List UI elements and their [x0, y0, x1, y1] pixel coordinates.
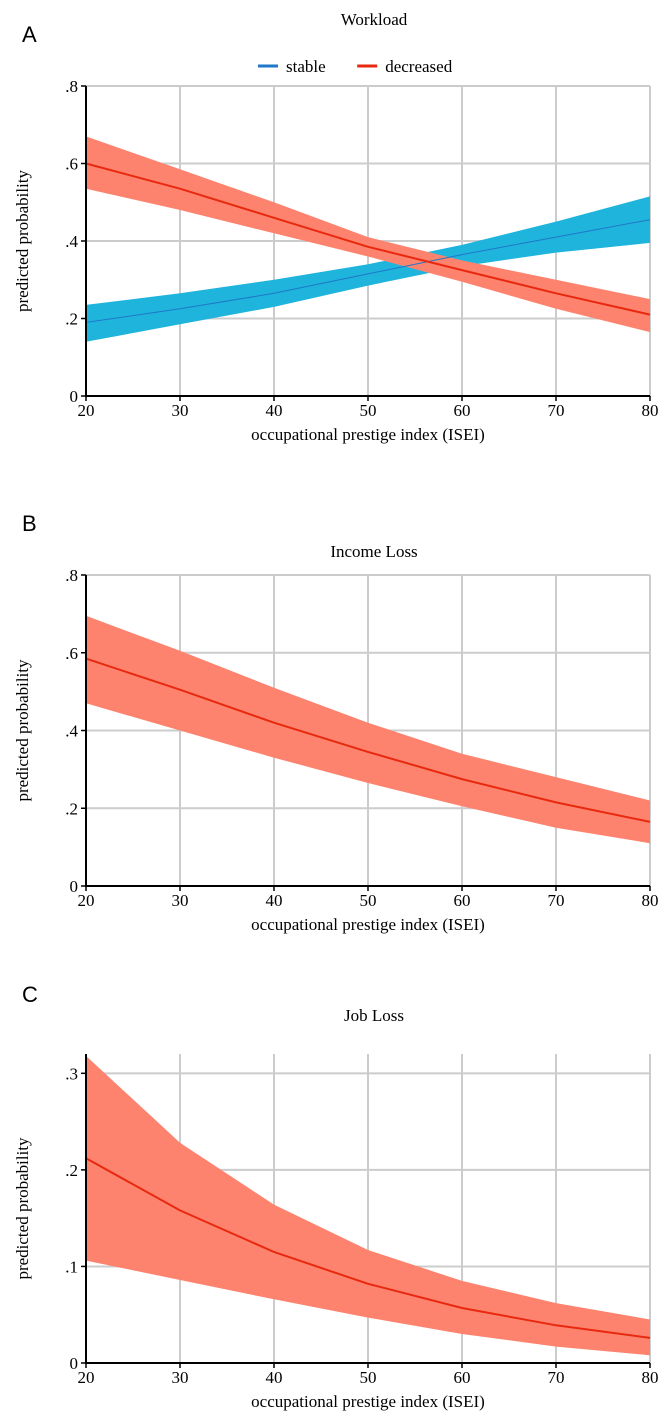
panel-letter: B — [22, 511, 37, 536]
confidence-band-stable — [86, 196, 650, 342]
x-tick-label: 60 — [454, 401, 471, 420]
chart-panel-c: C Job Loss 20 30 40 50 60 70 80 0 .1 .2 .3 occupation… — [13, 982, 659, 1411]
x-tick-label: 30 — [172, 1368, 189, 1387]
chart-title: Job Loss — [344, 1006, 404, 1025]
y-tick-label: 0 — [70, 387, 79, 406]
confidence-band — [86, 615, 650, 844]
x-tick-label: 50 — [360, 891, 377, 910]
x-tick-label: 60 — [454, 1368, 471, 1387]
y-axis-label: predicted probability — [13, 659, 32, 802]
legend: stable decreased — [258, 57, 453, 76]
confidence-band — [86, 1055, 650, 1356]
series-line — [85, 657, 651, 823]
y-tick-label: .1 — [65, 1257, 78, 1276]
chart-title: Income Loss — [330, 542, 417, 561]
x-tick-label: 50 — [360, 1368, 377, 1387]
x-axis-label: occupational prestige index (ISEI) — [251, 1392, 485, 1411]
x-tick-label: 20 — [78, 401, 95, 420]
x-tick-label: 70 — [548, 891, 565, 910]
panel-letter: A — [22, 22, 37, 47]
y-tick-label: .8 — [65, 77, 78, 96]
x-tick-label: 40 — [266, 401, 283, 420]
x-tick-label: 80 — [642, 891, 659, 910]
legend-label-stable: stable — [286, 57, 326, 76]
series-line-stable — [85, 219, 651, 323]
x-axis-label: occupational prestige index (ISEI) — [251, 915, 485, 934]
y-tick-label: 0 — [70, 1354, 79, 1373]
x-tick-label: 20 — [78, 1368, 95, 1387]
panel-letter: C — [22, 982, 38, 1007]
y-tick-label: .2 — [65, 1161, 78, 1180]
y-tick-label: .6 — [65, 644, 78, 663]
chart-title: Workload — [341, 10, 408, 29]
y-tick-label: .8 — [65, 566, 78, 585]
x-tick-label: 30 — [172, 401, 189, 420]
chart-panel-a: A Workload 20 30 40 50 60 70 80 0 .2 .4 .6 .8 occupati… — [13, 10, 659, 444]
x-tick-label: 20 — [78, 891, 95, 910]
y-tick-label: .3 — [65, 1064, 78, 1083]
y-tick-label: .4 — [65, 722, 78, 741]
legend-label-decreased: decreased — [385, 57, 453, 76]
y-tick-label: .6 — [65, 155, 78, 174]
y-tick-label: 0 — [70, 877, 79, 896]
y-axis-label: predicted probability — [13, 1137, 32, 1280]
x-axis-label: occupational prestige index (ISEI) — [251, 425, 485, 444]
x-tick-label: 80 — [642, 1368, 659, 1387]
confidence-band-decreased — [86, 136, 650, 333]
y-tick-label: .4 — [65, 232, 78, 251]
x-tick-label: 50 — [360, 401, 377, 420]
y-tick-label: .2 — [65, 310, 78, 329]
chart-panel-b: B Income Loss 20 30 40 50 60 70 80 0 .2 .4 .6 .8 occup… — [13, 511, 659, 934]
series-line — [85, 1157, 651, 1339]
x-tick-label: 80 — [642, 401, 659, 420]
x-tick-label: 70 — [548, 401, 565, 420]
y-tick-label: .2 — [65, 799, 78, 818]
x-tick-label: 40 — [266, 1368, 283, 1387]
y-axis-label: predicted probability — [13, 169, 32, 312]
x-tick-label: 30 — [172, 891, 189, 910]
x-tick-label: 60 — [454, 891, 471, 910]
x-tick-label: 40 — [266, 891, 283, 910]
x-tick-label: 70 — [548, 1368, 565, 1387]
series-line-decreased — [85, 162, 651, 316]
